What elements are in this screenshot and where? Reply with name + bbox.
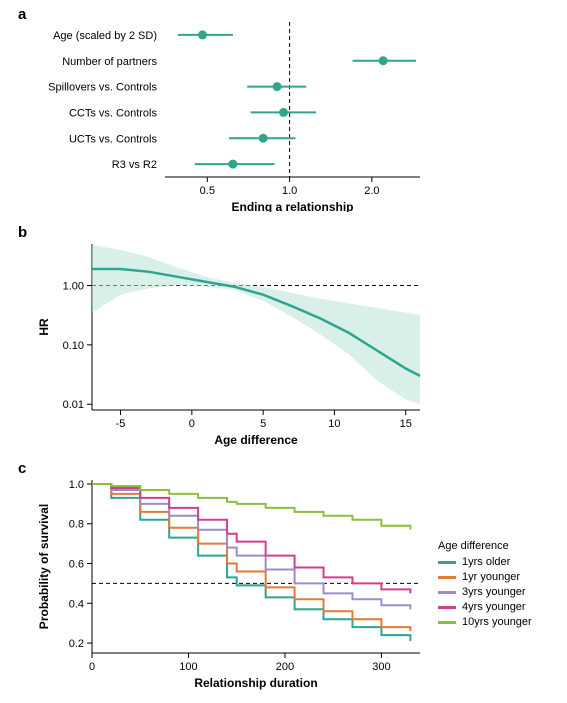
svg-text:200: 200 <box>276 661 294 673</box>
svg-text:Relationship duration: Relationship duration <box>194 676 317 690</box>
legend-title: Age difference <box>438 540 532 552</box>
svg-text:Age (scaled by 2 SD): Age (scaled by 2 SD) <box>53 30 157 42</box>
svg-text:0: 0 <box>89 661 95 673</box>
svg-text:0.01: 0.01 <box>63 399 84 411</box>
legend-item: 1yr younger <box>438 571 532 583</box>
legend-item: 10yrs younger <box>438 616 532 628</box>
panel-b-label: b <box>18 224 27 241</box>
svg-text:Ending a relationship: Ending a relationship <box>231 200 353 212</box>
figure: a 0.5 1.0 2.0 Ending a relationship Age (sca… <box>0 0 567 703</box>
svg-text:0.2: 0.2 <box>69 638 84 650</box>
svg-text:2.0: 2.0 <box>364 185 379 197</box>
panel-a-label: a <box>18 6 26 23</box>
svg-text:-5: -5 <box>116 418 126 430</box>
svg-text:0.6: 0.6 <box>69 559 84 571</box>
legend-item: 1yrs older <box>438 556 532 568</box>
panel-c-label: c <box>18 460 26 477</box>
legend-label: 1yrs older <box>462 556 510 568</box>
svg-text:Age difference: Age difference <box>214 433 298 447</box>
legend-label: 1yr younger <box>462 571 520 583</box>
svg-text:1.00: 1.00 <box>63 281 84 293</box>
panel-c-legend: Age difference 1yrs older 1yr younger 3yrs… <box>438 540 532 631</box>
svg-text:0.8: 0.8 <box>69 519 84 531</box>
legend-label: 3yrs younger <box>462 586 526 598</box>
svg-text:1.0: 1.0 <box>282 185 297 197</box>
svg-text:0.4: 0.4 <box>69 598 84 610</box>
svg-text:300: 300 <box>372 661 390 673</box>
legend-swatch <box>438 621 456 624</box>
legend-swatch <box>438 591 456 594</box>
svg-text:CCTs vs. Controls: CCTs vs. Controls <box>69 107 158 119</box>
legend-label: 4yrs younger <box>462 601 526 613</box>
svg-text:Probability of survival: Probability of survival <box>37 504 51 629</box>
svg-text:Number of partners: Number of partners <box>62 56 157 68</box>
legend-item: 3yrs younger <box>438 586 532 598</box>
svg-text:100: 100 <box>179 661 197 673</box>
svg-text:Spillovers vs. Controls: Spillovers vs. Controls <box>48 82 157 94</box>
legend-swatch <box>438 576 456 579</box>
legend-swatch <box>438 606 456 609</box>
svg-text:5: 5 <box>260 418 266 430</box>
legend-item: 4yrs younger <box>438 601 532 613</box>
svg-text:0.10: 0.10 <box>63 340 84 352</box>
svg-text:R3 vs R2: R3 vs R2 <box>112 159 157 171</box>
svg-text:15: 15 <box>400 418 412 430</box>
legend-swatch <box>438 561 456 564</box>
svg-text:0: 0 <box>189 418 195 430</box>
svg-text:0.5: 0.5 <box>200 185 215 197</box>
svg-text:UCTs vs. Controls: UCTs vs. Controls <box>69 133 158 145</box>
panel-c-chart: 0 100 200 300 0.2 0.4 0.6 0.8 1.0 Relationship du… <box>30 468 430 693</box>
panel-b-chart: -5 0 5 10 15 0.01 0.10 1.00 Age difference HR <box>30 232 430 452</box>
svg-text:1.0: 1.0 <box>69 479 84 491</box>
legend-label: 10yrs younger <box>462 616 532 628</box>
svg-text:HR: HR <box>37 318 51 336</box>
panel-a-chart: 0.5 1.0 2.0 Ending a relationship Age (scale… <box>30 12 430 212</box>
svg-text:10: 10 <box>328 418 340 430</box>
